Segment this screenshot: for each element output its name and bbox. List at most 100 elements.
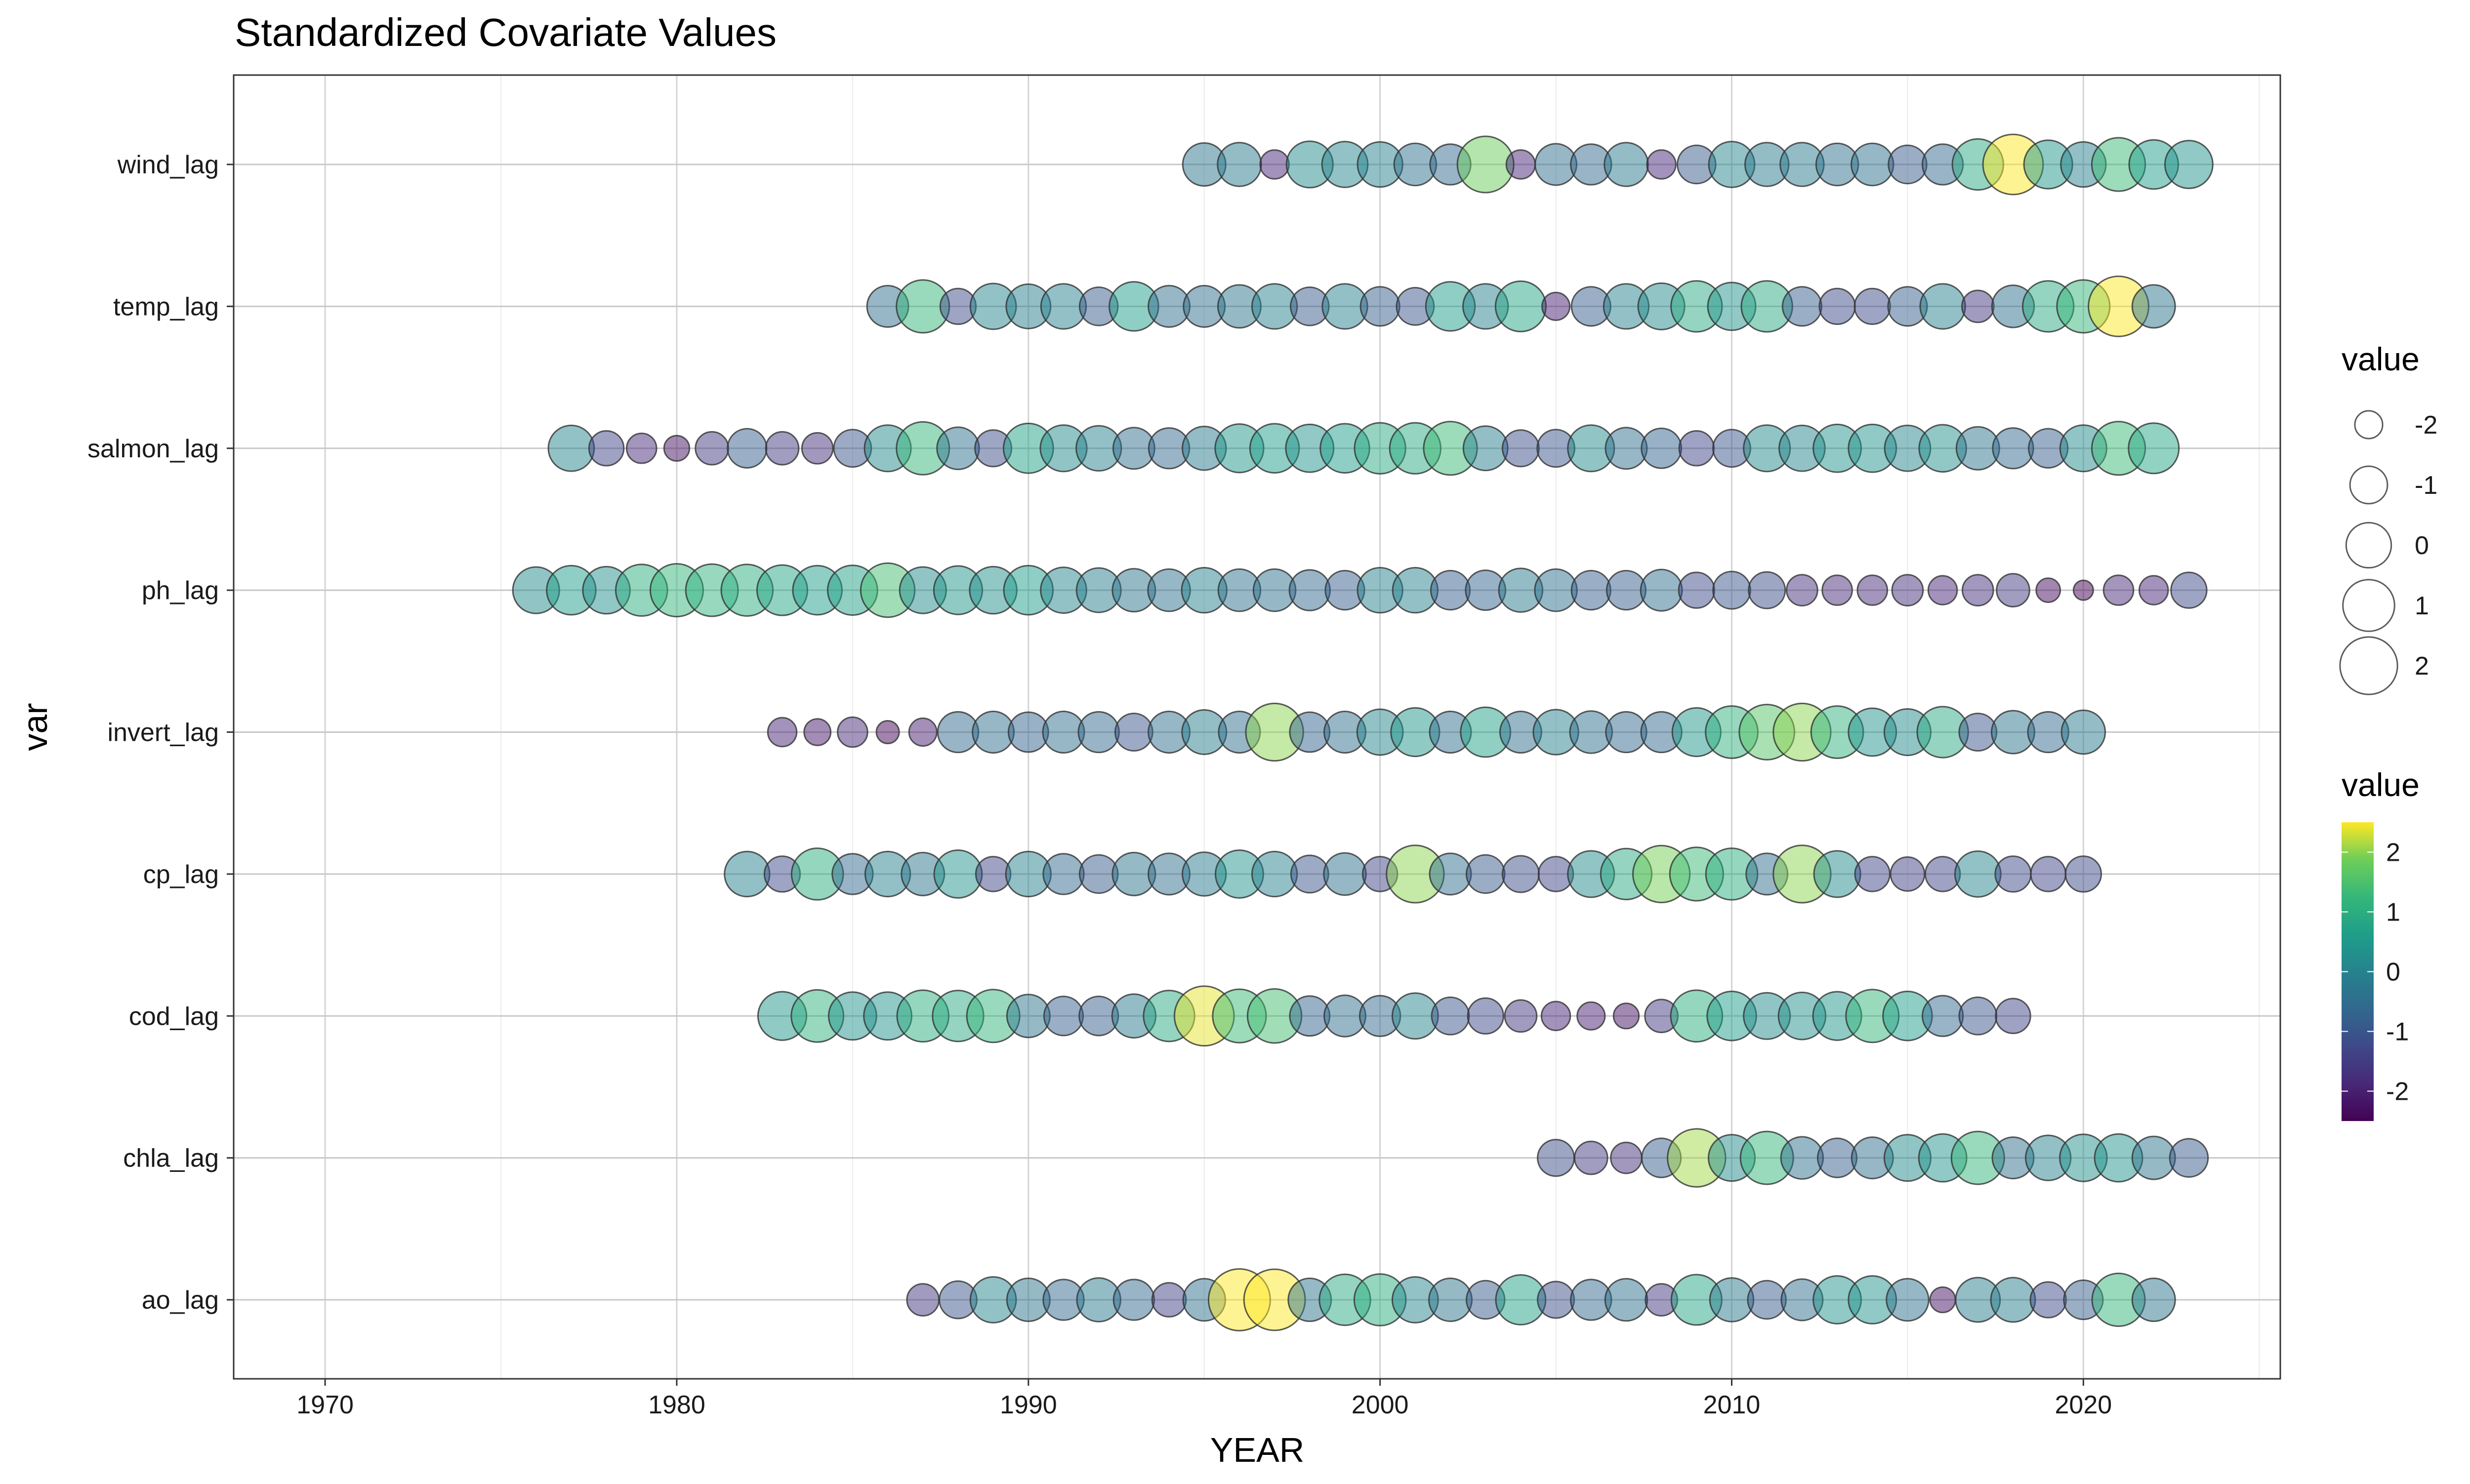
data-point-wind_lag [1259,149,1290,180]
data-point-wind_lag [1646,149,1677,180]
data-point-cod_lag [1467,997,1504,1035]
data-point-cp_lag [1042,853,1085,895]
data-point-invert_lag [1077,711,1120,754]
data-point-ao_lag [1537,1281,1575,1319]
data-point-salmon_lag [1501,429,1540,468]
x-tick-label: 2020 [2055,1391,2112,1419]
data-point-temp_lag [1494,280,1547,332]
data-point-ao_lag [1428,1278,1473,1322]
color-legend-label: 0 [2386,958,2400,987]
data-point-ao_lag [906,1283,940,1317]
chart-title: Standardized Covariate Values [235,10,777,54]
data-point-ao_lag [1990,1277,2036,1323]
data-point-chla_lag [1816,1137,1858,1178]
y-axis: wind_lag temp_lag salmon_lag ph_lag invert_l… [87,151,234,1315]
data-point-cp_lag [1465,854,1506,894]
data-point-ph_lag [1534,568,1578,612]
data-point-temp_lag [1541,291,1571,321]
data-point-ao_lag [1151,1282,1187,1318]
y-axis-label: var [16,703,54,751]
data-point-ph_lag [1961,574,1994,606]
data-point-wind_lag [1505,149,1536,180]
data-point-salmon_lag [936,426,980,470]
color-legend-label: -2 [2386,1078,2409,1106]
color-legend-label: 1 [2386,898,2400,927]
data-point-cod_lag [1576,1001,1606,1031]
data-point-ph_lag [1606,570,1647,611]
data-point-ao_lag [1929,1286,1956,1314]
data-point-salmon_lag [1462,425,1509,472]
data-point-ph_lag [2035,577,2061,603]
data-point-cp_lag [2064,855,2102,893]
data-point-cp_lag [1854,856,1891,892]
data-point-temp_lag [1853,287,1891,325]
data-point-invert_lag [767,717,798,748]
x-tick-label: 1970 [296,1391,354,1419]
data-point-wind_lag [1851,142,1894,187]
data-point-salmon_lag [1678,430,1715,467]
data-point-invert_lag [1114,713,1153,752]
data-point-invert_lag [803,718,832,746]
x-axis: 1970 1980 1990 2000 2010 2020 [296,1379,2112,1419]
x-tick-label: 1980 [648,1391,705,1419]
data-point-salmon_lag [695,431,729,466]
data-point-cod_lag [1958,996,1998,1036]
data-point-wind_lag [1456,135,1515,194]
data-point-temp_lag [1781,286,1822,327]
data-point-ph_lag [1430,570,1471,611]
size-legend-title: value [2342,341,2420,377]
y-tick-label: chla_lag [123,1144,219,1173]
data-point-chla_lag [1537,1139,1575,1177]
y-tick-label: salmon_lag [87,435,219,463]
y-tick-label: ph_lag [142,576,219,605]
data-point-temp_lag [2131,284,2176,329]
data-point-ph_lag [2139,575,2169,605]
size-legend-key [2339,636,2398,695]
data-point-cp_lag [724,850,771,898]
data-point-cod_lag [1504,999,1538,1033]
y-tick-label: wind_lag [117,151,219,179]
data-point-ph_lag [1570,570,1611,611]
data-point-wind_lag [1217,142,1262,187]
plot-panel-border [233,74,2281,1380]
data-point-cp_lag [1994,855,2032,893]
data-point-salmon_lag [801,432,834,465]
data-point-cp_lag [1890,856,1926,892]
data-point-ph_lag [1288,569,1331,611]
data-point-ph_lag [1891,574,1924,606]
color-legend-label: 2 [2386,839,2400,867]
data-point-cp_lag [1323,852,1367,896]
data-point-salmon_lag [625,432,658,464]
data-point-salmon_lag [1992,427,2034,470]
data-point-temp_lag [1919,283,1966,330]
data-point-salmon_lag [765,431,800,466]
data-point-salmon_lag [727,428,768,469]
data-point-ao_lag [1604,1278,1648,1322]
x-tick-label: 1990 [1000,1391,1057,1419]
color-legend-title: value [2342,766,2420,803]
data-point-ph_lag [1786,574,1818,606]
data-point-ph_lag [1856,574,1889,606]
size-legend: value -2 -1 0 1 2 [2339,341,2437,695]
data-point-ph_lag [2170,571,2208,609]
x-axis-label: YEAR [1210,1431,1305,1469]
data-point-cod_lag [1612,1003,1640,1030]
data-point-invert_lag [875,720,900,745]
data-point-cod_lag [1995,998,2031,1035]
data-point-cod_lag [1043,996,1084,1037]
data-point-salmon_lag [663,435,691,462]
size-legend-label: 0 [2415,531,2429,560]
x-tick-label: 2010 [1703,1391,1761,1419]
data-point-wind_lag [2164,140,2214,189]
data-point-temp_lag [1961,289,1995,323]
data-point-cp_lag [1290,854,1329,894]
data-point-chla_lag [1780,1136,1824,1180]
size-legend-label: 1 [2415,592,2429,620]
y-tick-label: invert_lag [108,719,219,747]
data-point-cp_lag [933,849,983,899]
data-point-ao_lag [1886,1278,1930,1322]
y-tick-label: cp_lag [143,860,219,889]
data-point-ao_lag [2029,1281,2067,1319]
size-legend-label: -1 [2415,471,2437,500]
